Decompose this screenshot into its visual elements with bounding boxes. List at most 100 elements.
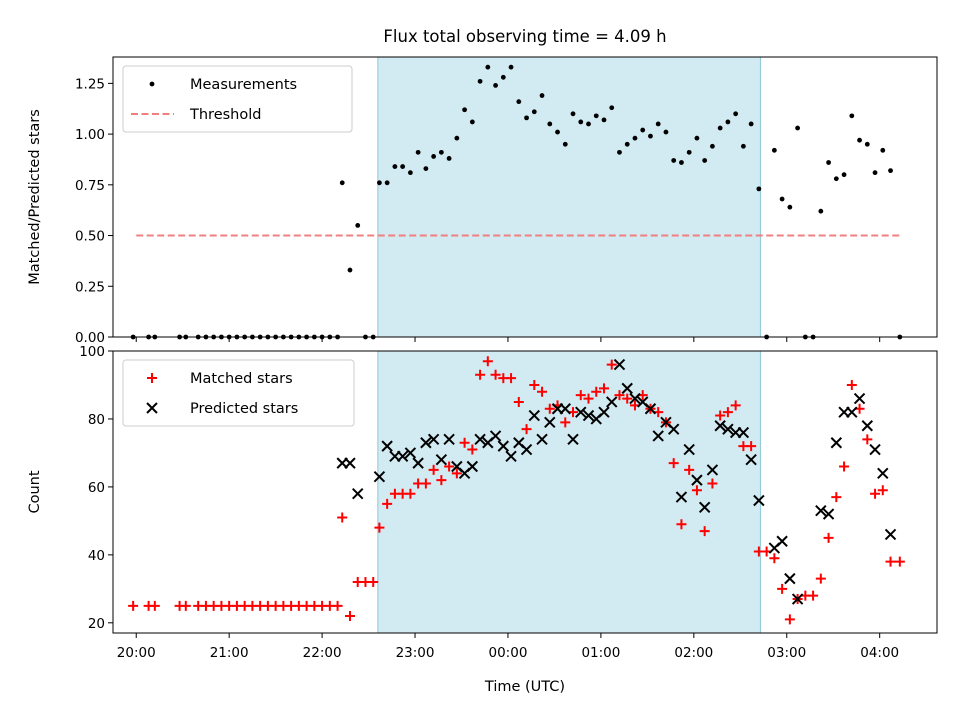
- data-point: [737, 426, 750, 439]
- data-point: [415, 149, 421, 155]
- data-point: [544, 403, 555, 414]
- data-point: [730, 400, 741, 411]
- data-point: [698, 501, 711, 513]
- data-point: [559, 403, 571, 415]
- x-tick-label: 20:00: [117, 645, 156, 661]
- series-predicted-stars: [336, 358, 897, 605]
- data-point: [438, 149, 444, 155]
- data-point: [846, 406, 858, 418]
- legend-label: Measurements: [190, 77, 297, 93]
- y-tick-label: 0.50: [75, 229, 105, 245]
- data-point: [722, 407, 733, 418]
- data-point: [332, 600, 343, 611]
- data-point: [613, 358, 626, 371]
- series-measurements: [130, 64, 903, 340]
- data-point: [779, 196, 785, 202]
- x-tick-label: 22:00: [303, 645, 342, 661]
- panel-2: 20 40 60 80 100 20:00 21:00 22:00 23:00 00:00 01:0…: [27, 344, 938, 695]
- data-point: [489, 430, 502, 442]
- data-point: [784, 614, 795, 625]
- data-point: [490, 369, 501, 380]
- data-point: [870, 488, 881, 499]
- data-point: [869, 443, 881, 456]
- data-point: [598, 406, 610, 418]
- data-point: [771, 147, 777, 153]
- data-point: [606, 359, 617, 370]
- data-point: [833, 176, 839, 182]
- y-tick-label: 100: [79, 344, 105, 360]
- data-point: [537, 386, 548, 397]
- chart-title: Flux total observing time = 4.09 h: [383, 27, 666, 46]
- data-point: [384, 180, 390, 186]
- data-point: [815, 573, 826, 584]
- data-point: [531, 109, 537, 115]
- data-point: [392, 164, 398, 169]
- data-point: [880, 147, 886, 153]
- legend: Matched stars Predicted stars: [122, 359, 355, 427]
- data-point: [583, 393, 594, 404]
- data-point: [374, 522, 385, 533]
- shaded-interval: [377, 57, 761, 337]
- data-point: [791, 593, 804, 605]
- legend-label: Predicted stars: [190, 401, 298, 417]
- data-point: [624, 141, 630, 147]
- data-point: [614, 390, 625, 401]
- data-point: [536, 433, 548, 446]
- data-point: [347, 267, 353, 273]
- data-point: [818, 208, 824, 214]
- data-point: [885, 556, 896, 567]
- x-tick-label: 00:00: [489, 645, 528, 661]
- data-point: [684, 464, 695, 475]
- data-point: [428, 464, 439, 475]
- data-point: [420, 437, 432, 449]
- data-point: [877, 485, 888, 496]
- shaded-interval: [377, 351, 761, 633]
- data-point: [377, 180, 382, 186]
- data-point: [748, 121, 754, 127]
- data-point: [644, 403, 657, 415]
- data-point: [872, 170, 878, 176]
- data-point: [740, 143, 746, 149]
- data-point: [699, 526, 710, 537]
- data-point: [562, 141, 568, 147]
- data-point: [795, 125, 801, 131]
- data-point: [520, 443, 533, 456]
- data-point: [691, 485, 702, 496]
- data-point: [745, 454, 757, 466]
- data-point: [753, 494, 765, 507]
- data-point: [352, 487, 364, 500]
- data-point: [493, 83, 498, 88]
- data-point: [469, 119, 475, 125]
- data-point: [667, 423, 680, 435]
- data-point: [454, 135, 460, 141]
- data-point: [691, 474, 703, 486]
- panel-1: 0.00 0.25 0.50 0.75 1.00 1.25 Matched/Predicte…: [27, 56, 938, 346]
- data-point: [128, 600, 139, 611]
- plot-frame: [112, 350, 938, 634]
- y-tick-label: 1.25: [75, 76, 105, 92]
- data-point: [632, 135, 638, 141]
- data-point: [849, 113, 855, 119]
- data-point: [575, 406, 587, 418]
- data-point: [864, 141, 870, 147]
- data-point: [412, 457, 424, 469]
- data-point: [555, 129, 560, 135]
- legend-marker-plus: [147, 373, 157, 383]
- data-point: [474, 433, 486, 446]
- data-point: [368, 577, 379, 588]
- data-point: [707, 478, 718, 489]
- x-tick-label: 02:00: [674, 645, 713, 661]
- data-point: [475, 369, 486, 380]
- data-point: [777, 583, 788, 594]
- data-point: [586, 121, 591, 127]
- data-point: [404, 447, 417, 459]
- data-point: [808, 590, 819, 601]
- data-point: [529, 379, 540, 390]
- data-point: [663, 129, 669, 135]
- data-point: [815, 504, 827, 517]
- data-point: [339, 180, 345, 186]
- data-point: [617, 149, 622, 155]
- data-point: [443, 433, 455, 446]
- data-point: [382, 498, 393, 509]
- data-point: [149, 600, 160, 611]
